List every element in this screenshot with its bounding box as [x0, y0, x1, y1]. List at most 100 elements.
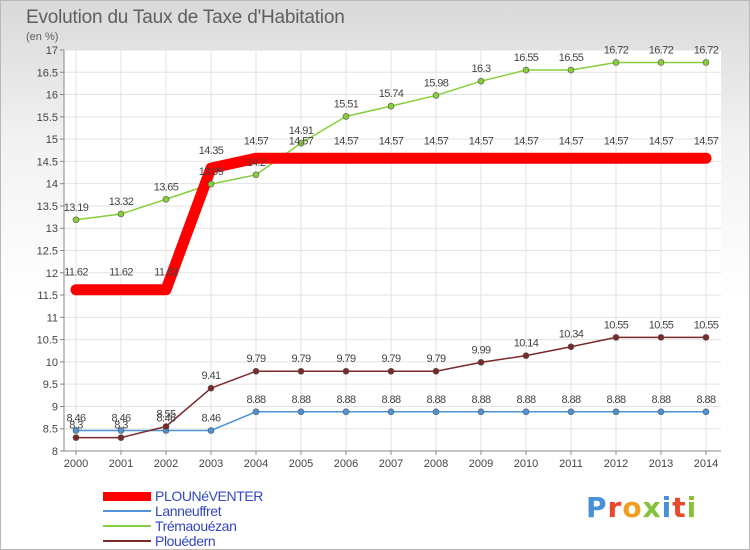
- y-tick-label: 17: [46, 45, 58, 57]
- data-label-1: 8.88: [381, 394, 400, 406]
- series-line-0: [70, 152, 712, 296]
- data-point-3: [117, 434, 125, 441]
- y-tick-label: 12.5: [37, 246, 58, 258]
- data-point-3: [162, 423, 170, 430]
- y-tick-label: 16.5: [37, 67, 58, 79]
- data-label-0: 14.57: [604, 135, 629, 147]
- y-tick-label: 9: [52, 401, 58, 413]
- y-tick-label: 15: [46, 134, 58, 146]
- data-label-3: 9.79: [381, 353, 400, 365]
- data-label-2: 13.32: [109, 196, 134, 208]
- x-tick-label: 2010: [514, 458, 538, 470]
- data-point-3: [522, 352, 530, 359]
- data-point-3: [657, 334, 665, 341]
- data-label-2: 15.98: [424, 77, 449, 89]
- data-label-0: 11.62: [109, 267, 133, 279]
- data-label-1: 8.46: [66, 413, 85, 425]
- data-point-1: [432, 408, 440, 416]
- data-label-1: 8.46: [156, 413, 175, 425]
- data-label-2: 13.19: [64, 202, 89, 214]
- y-tick-label: 14: [46, 179, 58, 191]
- data-label-3: 9.79: [426, 353, 445, 365]
- data-label-1: 8.88: [426, 394, 445, 406]
- x-tick-label: 2007: [379, 458, 403, 470]
- data-label-3: 8.55: [156, 408, 175, 420]
- data-point-2: [702, 59, 710, 66]
- y-tick-label: 8.5: [43, 424, 58, 436]
- legend-swatch-plouneventer: [103, 491, 151, 501]
- data-point-3: [297, 367, 305, 375]
- legend-swatch-plouedern: [103, 540, 151, 542]
- data-point-2: [612, 59, 620, 66]
- y-tick-label: 14.5: [37, 156, 58, 168]
- x-tick-label: 2014: [694, 458, 718, 470]
- data-point-3: [567, 343, 575, 351]
- data-label-1: 8.88: [471, 394, 490, 406]
- y-unit-label: (en %): [26, 31, 59, 43]
- data-point-1: [252, 408, 260, 416]
- data-label-3: 10.55: [649, 319, 674, 331]
- x-tick-label: 2006: [334, 458, 358, 470]
- chart-title: Evolution du Taux de Taxe d'Habitation: [26, 7, 345, 28]
- x-tick-label: 2012: [604, 458, 628, 470]
- data-label-2: 16.72: [604, 44, 629, 56]
- y-tick-label: 12: [46, 268, 58, 280]
- data-label-2: 15.51: [334, 98, 359, 110]
- legend-item-lanneuffret: Lanneuffret: [103, 503, 222, 519]
- data-label-1: 8.88: [336, 394, 355, 406]
- x-tick-label: 2004: [244, 458, 268, 470]
- data-label-1: 8.88: [246, 394, 265, 406]
- data-label-0: 14.57: [469, 135, 494, 147]
- data-label-1: 8.88: [696, 394, 715, 406]
- x-tick-label: 2001: [109, 458, 133, 470]
- data-label-1: 8.88: [561, 394, 580, 406]
- data-label-3: 8.3: [114, 420, 128, 432]
- data-label-2: 13.99: [199, 166, 224, 178]
- data-label-2: 16.55: [559, 52, 584, 64]
- data-point-1: [702, 408, 710, 416]
- data-point-2: [477, 77, 485, 85]
- legend-label-plouedern: Plouédern: [155, 533, 216, 549]
- data-label-2: 16.72: [694, 44, 719, 56]
- y-tick-label: 10: [46, 357, 58, 369]
- data-label-1: 8.46: [111, 413, 130, 425]
- data-point-1: [657, 408, 665, 416]
- legend-swatch-tremaouezan: [103, 525, 151, 527]
- data-label-0: 14.57: [649, 135, 674, 147]
- data-point-3: [612, 334, 620, 341]
- data-label-0: 14.57: [379, 135, 404, 147]
- data-point-3: [207, 384, 215, 392]
- data-label-0: 14.57: [244, 135, 269, 147]
- data-point-1: [477, 408, 485, 416]
- data-point-2: [207, 180, 215, 188]
- legend-item-plouneventer: PLOUNéVENTER: [103, 488, 264, 504]
- y-tick-label: 13: [46, 223, 58, 235]
- legend-swatch-lanneuffret: [103, 510, 151, 512]
- data-point-3: [432, 367, 440, 375]
- data-label-2: 13.65: [154, 181, 179, 193]
- data-label-0: 14.35: [199, 145, 224, 157]
- data-point-1: [207, 427, 215, 434]
- data-label-0: 14.57: [334, 135, 359, 147]
- data-point-2: [432, 92, 440, 99]
- data-label-2: 16.55: [514, 52, 539, 64]
- data-label-1: 8.88: [606, 394, 625, 406]
- legend-label-plouneventer: PLOUNéVENTER: [155, 488, 264, 504]
- data-label-3: 9.41: [201, 370, 220, 382]
- data-point-1: [612, 408, 620, 416]
- data-label-1: 8.46: [201, 413, 220, 425]
- data-label-1: 8.88: [291, 394, 310, 406]
- data-point-1: [522, 408, 530, 416]
- x-tick-label: 2005: [289, 458, 313, 470]
- data-label-1: 8.88: [516, 394, 535, 406]
- y-tick-label: 10.5: [37, 335, 58, 347]
- data-label-2: 14.2: [246, 157, 265, 169]
- y-tick-label: 9.5: [43, 379, 58, 391]
- legend-label-tremaouezan: Trémaouézan: [155, 518, 237, 534]
- data-label-2: 16.72: [649, 44, 674, 56]
- x-tick-label: 2002: [154, 458, 178, 470]
- data-label-3: 10.14: [514, 338, 539, 350]
- data-point-1: [387, 408, 395, 416]
